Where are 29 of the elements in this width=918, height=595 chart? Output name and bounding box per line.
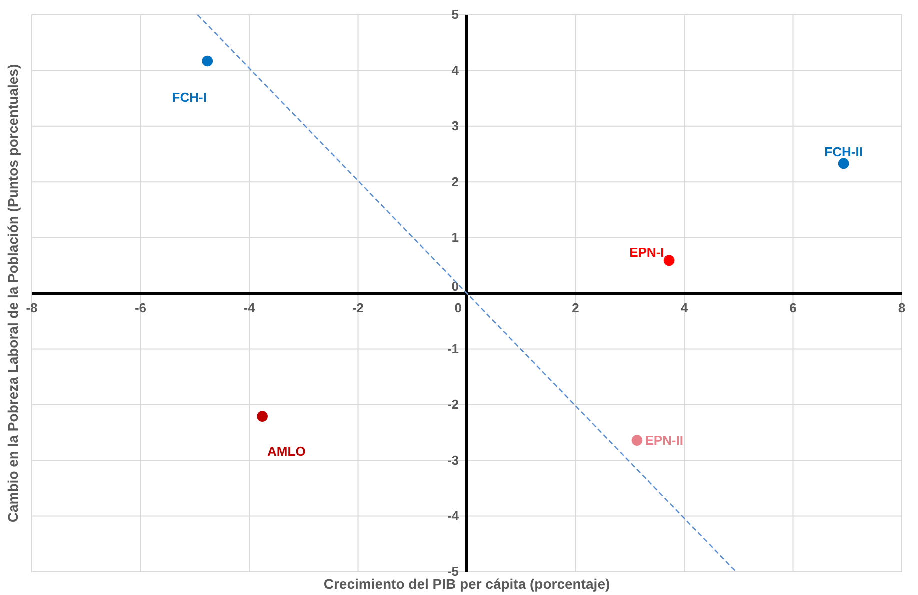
series-label: FCH-I xyxy=(172,90,207,105)
series-label: EPN-II xyxy=(645,433,684,448)
x-tick-label: -4 xyxy=(244,300,256,316)
x-tick-label: -8 xyxy=(26,300,38,316)
y-tick-label: -1 xyxy=(447,341,459,356)
y-tick-label: -3 xyxy=(447,452,459,468)
y-axis-title: Cambio en la Pobreza Laboral de la Población (Puntos porcentuales) xyxy=(5,64,21,523)
y-tick-label: 2 xyxy=(452,174,459,190)
point xyxy=(630,434,644,447)
point xyxy=(837,157,850,170)
y-tick-label: -4 xyxy=(447,508,460,524)
x-tick-label: 2 xyxy=(572,300,580,316)
x-tick-label: 4 xyxy=(680,300,689,316)
series-label: FCH-II xyxy=(824,144,863,160)
point xyxy=(256,410,269,423)
y-tick-label: 3 xyxy=(452,118,459,134)
series-label: EPN-I xyxy=(630,245,664,260)
x-tick-label: 6 xyxy=(790,300,797,316)
series-label: AMLO xyxy=(268,444,306,460)
x-tick-label: 8 xyxy=(898,300,906,316)
y-tick-label: 4 xyxy=(452,62,460,78)
x-tick-label: -6 xyxy=(134,300,147,316)
y-tick-label: 0 xyxy=(452,278,459,294)
y-tick-label: 1 xyxy=(452,230,459,245)
x-tick-label: -2 xyxy=(352,300,364,316)
point xyxy=(201,54,214,68)
y-tick-label: 5 xyxy=(452,7,459,22)
point xyxy=(662,254,676,268)
y-tick-label: -2 xyxy=(447,397,459,412)
